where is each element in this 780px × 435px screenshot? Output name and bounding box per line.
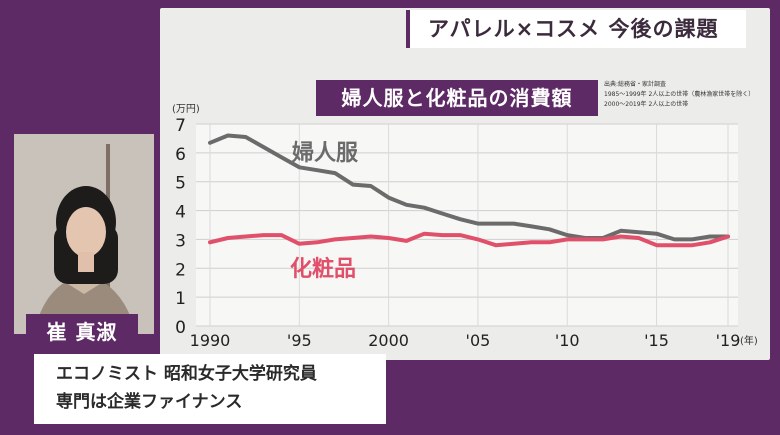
y-tick-label: 4 [175,203,186,223]
y-tick-label: 2 [175,260,186,280]
x-tick-label: '05 [466,331,491,350]
speaker-name: 崔 真淑 [26,314,138,350]
y-axis-unit: (万円) [172,104,200,115]
source-note: 出典:総務省・家計調査 1985～1999年 2人以上の世帯（農林漁家世帯を除く… [604,80,766,110]
x-axis-unit: (年) [740,334,758,347]
speaker-caption: エコノミスト 昭和女子大学研究員 専門は企業ファイナンス [26,354,386,424]
y-tick-label: 3 [175,231,186,251]
x-tick-label: '15 [644,331,669,350]
y-tick-label: 5 [175,174,186,194]
y-tick-label: 6 [175,145,186,165]
y-tick-label: 7 [175,116,186,136]
series-line-womens-clothing [208,133,730,242]
x-tick-label: 1990 [190,331,231,350]
x-tick-label: '95 [287,331,312,350]
y-tick-label: 0 [175,318,186,338]
series-label-womens-clothing: 婦人服 [291,140,359,166]
speaker-specialty: 専門は企業ファイナンス [56,392,243,412]
axis-layer: 0 1 2 3 4 5 6 7 1990 '95 2000 '05 '10 '15 '19 (万円) (年) [172,104,758,350]
series-line-cosmetics [208,231,730,248]
series-layer [208,133,730,248]
x-tick-label: 2000 [368,331,409,350]
chart-title: 婦人服と化粧品の消費額 [316,80,598,116]
x-tick-label: '10 [555,331,580,350]
grid-layer [196,123,738,327]
y-tick-label: 1 [175,289,186,309]
presenter-photo [14,134,154,334]
speaker-title: エコノミスト 昭和女子大学研究員 [56,364,317,384]
source-line: 1985～1999年 2人以上の世帯（農林漁家世帯を除く） [604,91,755,98]
source-line: 2000～2019年 2人以上の世帯 [604,101,689,108]
source-line: 出典:総務省・家計調査 [604,81,667,88]
segment-title: アパレル×コスメ 今後の課題 [406,10,746,48]
series-label-cosmetics: 化粧品 [290,256,356,282]
person-image [14,134,154,334]
plot-area [196,124,738,326]
x-tick-label: '19 [716,331,741,350]
